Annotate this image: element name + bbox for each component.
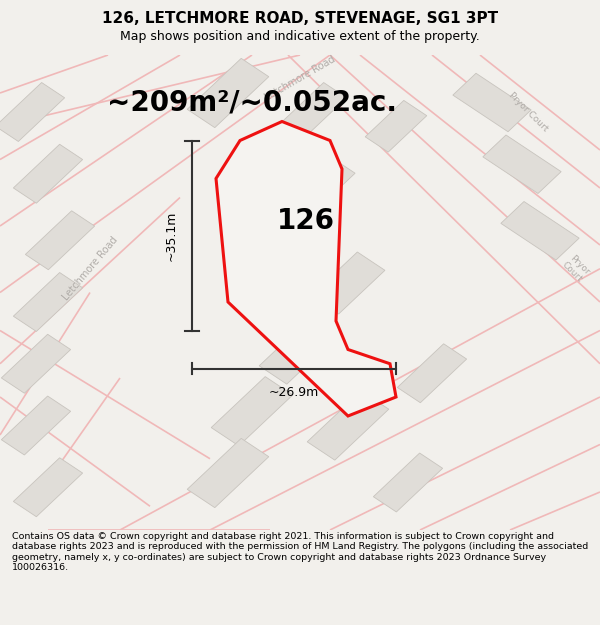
Polygon shape — [1, 334, 71, 393]
Polygon shape — [187, 58, 269, 127]
Polygon shape — [365, 101, 427, 152]
Polygon shape — [0, 82, 65, 141]
Text: Contains OS data © Crown copyright and database right 2021. This information is : Contains OS data © Crown copyright and d… — [12, 532, 588, 572]
Polygon shape — [483, 135, 561, 194]
Text: Letchmore Road: Letchmore Road — [263, 54, 337, 103]
Text: ~26.9m: ~26.9m — [269, 386, 319, 399]
Text: ~209m²/~0.052ac.: ~209m²/~0.052ac. — [107, 89, 397, 116]
Polygon shape — [211, 377, 293, 446]
Polygon shape — [311, 252, 385, 314]
Polygon shape — [269, 152, 355, 224]
Polygon shape — [453, 73, 531, 132]
Text: 126: 126 — [277, 208, 335, 235]
Polygon shape — [187, 438, 269, 508]
Polygon shape — [25, 211, 95, 270]
Text: Letchmore Road: Letchmore Road — [61, 235, 119, 302]
Text: Pryor Court: Pryor Court — [506, 91, 550, 133]
Polygon shape — [373, 453, 443, 512]
Polygon shape — [13, 144, 83, 203]
Polygon shape — [216, 121, 396, 416]
Polygon shape — [277, 82, 347, 141]
Polygon shape — [501, 201, 579, 260]
Text: ~35.1m: ~35.1m — [164, 210, 178, 261]
Text: Pryor
Court: Pryor Court — [560, 253, 592, 284]
Text: Map shows position and indicative extent of the property.: Map shows position and indicative extent… — [120, 30, 480, 43]
Text: 126, LETCHMORE ROAD, STEVENAGE, SG1 3PT: 126, LETCHMORE ROAD, STEVENAGE, SG1 3PT — [102, 11, 498, 26]
Polygon shape — [397, 344, 467, 402]
Polygon shape — [13, 272, 83, 331]
Polygon shape — [1, 396, 71, 455]
Polygon shape — [259, 315, 341, 384]
Polygon shape — [13, 458, 83, 517]
Polygon shape — [307, 391, 389, 460]
